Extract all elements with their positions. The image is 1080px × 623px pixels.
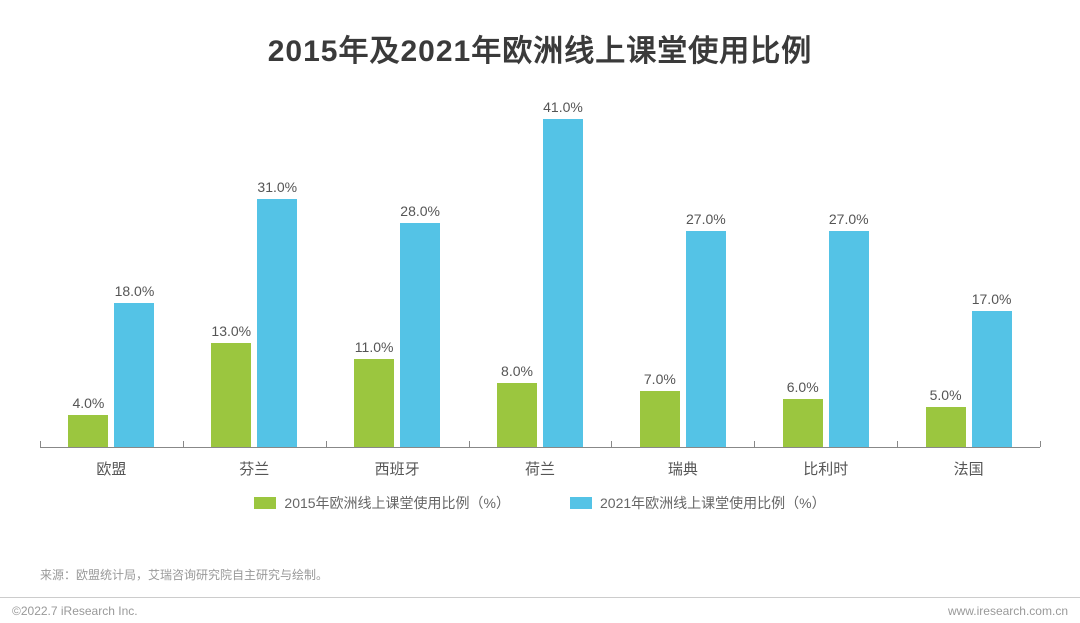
bar-2021: 27.0% bbox=[829, 231, 869, 447]
chart-page: 2015年及2021年欧洲线上课堂使用比例 4.0%18.0%13.0%31.0… bbox=[0, 0, 1080, 623]
bar-value-label: 6.0% bbox=[787, 379, 819, 399]
bar-group: 8.0%41.0% bbox=[469, 88, 612, 447]
bar-fill bbox=[972, 311, 1012, 447]
x-axis-label: 法国 bbox=[897, 448, 1040, 479]
bar-2015: 7.0% bbox=[640, 391, 680, 447]
legend-swatch-2015 bbox=[254, 497, 276, 509]
bar-2015: 6.0% bbox=[783, 399, 823, 447]
bar-group: 6.0%27.0% bbox=[754, 88, 897, 447]
bar-fill bbox=[211, 343, 251, 447]
bar-group: 13.0%31.0% bbox=[183, 88, 326, 447]
bar-fill bbox=[829, 231, 869, 447]
bar-fill bbox=[543, 119, 583, 447]
source-note: 来源：欧盟统计局，艾瑞咨询研究院自主研究与绘制。 bbox=[40, 566, 328, 583]
bar-fill bbox=[400, 223, 440, 447]
chart-title: 2015年及2021年欧洲线上课堂使用比例 bbox=[40, 26, 1040, 70]
bar-value-label: 17.0% bbox=[972, 291, 1012, 311]
bar-value-label: 13.0% bbox=[211, 323, 251, 343]
bar-2015: 8.0% bbox=[497, 383, 537, 447]
bar-value-label: 41.0% bbox=[543, 99, 583, 119]
x-axis-label: 比利时 bbox=[754, 448, 897, 479]
bar-group: 5.0% 17.0% bbox=[897, 88, 1040, 447]
page-footer: ©2022.7 iResearch Inc. www.iresearch.com… bbox=[0, 597, 1080, 623]
bar-fill bbox=[686, 231, 726, 447]
chart-area: 4.0%18.0%13.0%31.0%11.0%28.0%8.0%41.0%7.… bbox=[40, 88, 1040, 508]
bar-value-label: 8.0% bbox=[501, 363, 533, 383]
x-tick bbox=[183, 441, 184, 447]
bar-2021: 28.0% bbox=[400, 223, 440, 447]
bar-2015: 11.0% bbox=[354, 359, 394, 447]
bar-2021: 27.0% bbox=[686, 231, 726, 447]
bar-value-label: 18.0% bbox=[115, 283, 155, 303]
bar-value-label: 5.0% bbox=[930, 387, 962, 407]
x-tick bbox=[611, 441, 612, 447]
x-tick bbox=[326, 441, 327, 447]
chart-plot: 4.0%18.0%13.0%31.0%11.0%28.0%8.0%41.0%7.… bbox=[40, 88, 1040, 448]
legend-item-2021: 2021年欧洲线上课堂使用比例（%） bbox=[570, 493, 826, 513]
bar-2021: 41.0% bbox=[543, 119, 583, 447]
bar-group: 4.0% 18.0% bbox=[40, 88, 183, 447]
bar-2015: 13.0% bbox=[211, 343, 251, 447]
bar-value-label: 28.0% bbox=[400, 203, 440, 223]
x-ticks bbox=[40, 441, 1040, 447]
x-tick bbox=[1040, 441, 1041, 447]
bar-group: 7.0%27.0% bbox=[611, 88, 754, 447]
bar-fill bbox=[257, 199, 297, 447]
x-axis-label: 西班牙 bbox=[326, 448, 469, 479]
x-axis-labels: 欧盟芬兰西班牙荷兰瑞典比利时法国 bbox=[40, 448, 1040, 479]
x-tick bbox=[754, 441, 755, 447]
chart-legend: 2015年欧洲线上课堂使用比例（%） 2021年欧洲线上课堂使用比例（%） bbox=[40, 493, 1040, 513]
bar-group: 11.0%28.0% bbox=[326, 88, 469, 447]
bar-value-label: 11.0% bbox=[355, 339, 394, 359]
x-axis-label: 瑞典 bbox=[611, 448, 754, 479]
footer-copyright: ©2022.7 iResearch Inc. bbox=[12, 604, 138, 618]
legend-swatch-2021 bbox=[570, 497, 592, 509]
bar-value-label: 27.0% bbox=[686, 211, 726, 231]
x-tick bbox=[40, 441, 41, 447]
bar-2021: 18.0% bbox=[114, 303, 154, 447]
bar-value-label: 27.0% bbox=[829, 211, 869, 231]
legend-label-2021: 2021年欧洲线上课堂使用比例（%） bbox=[600, 493, 826, 513]
bar-fill bbox=[114, 303, 154, 447]
bar-value-label: 4.0% bbox=[72, 395, 104, 415]
x-axis-label: 芬兰 bbox=[183, 448, 326, 479]
bar-groups: 4.0%18.0%13.0%31.0%11.0%28.0%8.0%41.0%7.… bbox=[40, 88, 1040, 447]
x-axis-label: 荷兰 bbox=[469, 448, 612, 479]
x-axis-label: 欧盟 bbox=[40, 448, 183, 479]
x-tick bbox=[897, 441, 898, 447]
bar-2021: 31.0% bbox=[257, 199, 297, 447]
bar-fill bbox=[354, 359, 394, 447]
footer-url: www.iresearch.com.cn bbox=[948, 604, 1068, 618]
bar-value-label: 7.0% bbox=[644, 371, 676, 391]
x-tick bbox=[469, 441, 470, 447]
bar-fill bbox=[497, 383, 537, 447]
bar-value-label: 31.0% bbox=[257, 179, 297, 199]
bar-fill bbox=[783, 399, 823, 447]
bar-2021: 17.0% bbox=[972, 311, 1012, 447]
legend-label-2015: 2015年欧洲线上课堂使用比例（%） bbox=[284, 493, 510, 513]
bar-fill bbox=[640, 391, 680, 447]
legend-item-2015: 2015年欧洲线上课堂使用比例（%） bbox=[254, 493, 510, 513]
